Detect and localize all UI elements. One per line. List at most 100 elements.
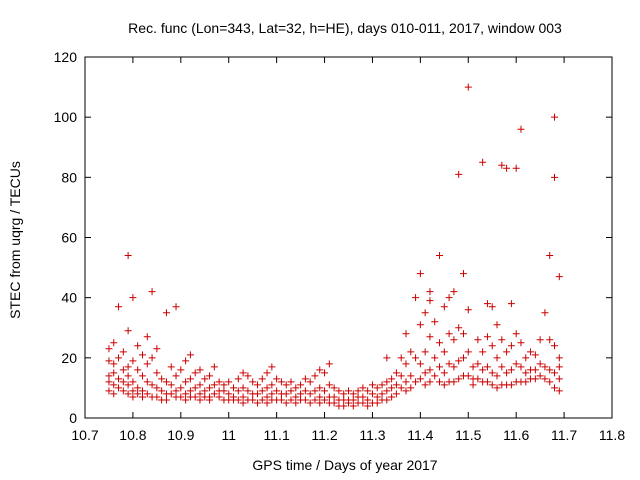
data-point bbox=[426, 378, 434, 386]
data-point bbox=[162, 378, 170, 386]
data-point bbox=[191, 369, 199, 377]
x-tick-label: 11.5 bbox=[455, 427, 481, 443]
data-point bbox=[345, 387, 352, 395]
data-point bbox=[105, 357, 113, 365]
data-point bbox=[383, 354, 391, 362]
data-point bbox=[503, 348, 511, 356]
data-point bbox=[258, 396, 266, 404]
data-point bbox=[177, 366, 185, 374]
data-point bbox=[244, 387, 252, 395]
data-point bbox=[455, 170, 463, 178]
data-point bbox=[110, 390, 118, 398]
data-point bbox=[239, 384, 247, 392]
data-point bbox=[143, 390, 151, 398]
data-point bbox=[488, 381, 496, 389]
data-point bbox=[483, 363, 491, 371]
data-point bbox=[263, 369, 271, 377]
plot-frame bbox=[84, 56, 613, 419]
data-point bbox=[551, 369, 559, 377]
data-point bbox=[316, 399, 324, 407]
data-point bbox=[253, 390, 261, 398]
data-point bbox=[330, 384, 338, 392]
data-point bbox=[527, 348, 535, 356]
data-point bbox=[397, 372, 405, 380]
data-point bbox=[392, 381, 400, 389]
data-point bbox=[253, 381, 261, 389]
data-point bbox=[551, 113, 559, 121]
data-point bbox=[531, 366, 539, 374]
data-point bbox=[153, 345, 161, 353]
data-point bbox=[153, 369, 161, 377]
data-point bbox=[292, 399, 300, 407]
x-tick-label: 10.7 bbox=[71, 427, 98, 443]
data-point bbox=[440, 348, 448, 356]
data-point bbox=[167, 363, 175, 371]
data-point bbox=[177, 384, 185, 392]
data-point bbox=[287, 396, 295, 404]
data-point bbox=[292, 393, 300, 401]
data-point bbox=[464, 83, 472, 91]
data-point bbox=[148, 381, 156, 389]
data-point bbox=[258, 375, 266, 383]
data-point bbox=[340, 390, 348, 398]
data-point bbox=[124, 252, 132, 260]
y-tick-label: 120 bbox=[54, 49, 78, 65]
data-point bbox=[455, 324, 463, 332]
data-point bbox=[440, 369, 448, 377]
data-point bbox=[191, 384, 199, 392]
x-tick-label: 11.1 bbox=[264, 427, 290, 443]
data-point bbox=[158, 387, 166, 395]
data-point bbox=[239, 393, 247, 401]
data-point bbox=[459, 354, 467, 362]
data-point bbox=[196, 390, 204, 398]
data-point bbox=[512, 360, 520, 368]
data-point bbox=[234, 375, 242, 383]
data-point bbox=[138, 387, 146, 395]
data-point bbox=[536, 360, 544, 368]
data-point bbox=[436, 363, 444, 371]
data-point bbox=[378, 381, 386, 389]
data-point bbox=[474, 336, 482, 344]
data-point bbox=[301, 387, 309, 395]
data-point bbox=[129, 378, 137, 386]
data-point bbox=[115, 375, 123, 383]
data-point bbox=[282, 390, 290, 398]
data-point bbox=[522, 354, 530, 362]
data-point bbox=[416, 360, 424, 368]
data-point bbox=[397, 384, 405, 392]
data-point bbox=[359, 384, 367, 392]
data-point bbox=[153, 384, 161, 392]
data-point bbox=[546, 378, 554, 386]
data-point bbox=[498, 336, 506, 344]
data-point bbox=[215, 378, 223, 386]
data-point bbox=[282, 381, 290, 389]
data-point bbox=[507, 342, 515, 350]
data-point bbox=[124, 390, 132, 398]
data-point bbox=[162, 309, 170, 317]
data-point bbox=[464, 372, 472, 380]
chart-title: Rec. func (Lon=343, Lat=32, h=HE), days … bbox=[128, 20, 562, 36]
data-point bbox=[345, 399, 352, 407]
data-point bbox=[536, 372, 544, 380]
data-point bbox=[201, 387, 209, 395]
data-point bbox=[225, 390, 233, 398]
data-point bbox=[431, 372, 439, 380]
data-point bbox=[469, 363, 477, 371]
data-point bbox=[206, 372, 214, 380]
data-point bbox=[129, 294, 137, 302]
data-point bbox=[426, 288, 434, 296]
data-point bbox=[172, 387, 180, 395]
data-point bbox=[479, 366, 487, 374]
data-point bbox=[105, 345, 113, 353]
data-point bbox=[297, 390, 305, 398]
data-point bbox=[110, 369, 118, 377]
data-point bbox=[306, 390, 314, 398]
data-point bbox=[359, 399, 367, 407]
data-point bbox=[378, 390, 386, 398]
data-point bbox=[268, 390, 276, 398]
data-point bbox=[143, 333, 151, 341]
data-point bbox=[397, 354, 405, 362]
data-point bbox=[301, 375, 309, 383]
data-point bbox=[474, 360, 482, 368]
